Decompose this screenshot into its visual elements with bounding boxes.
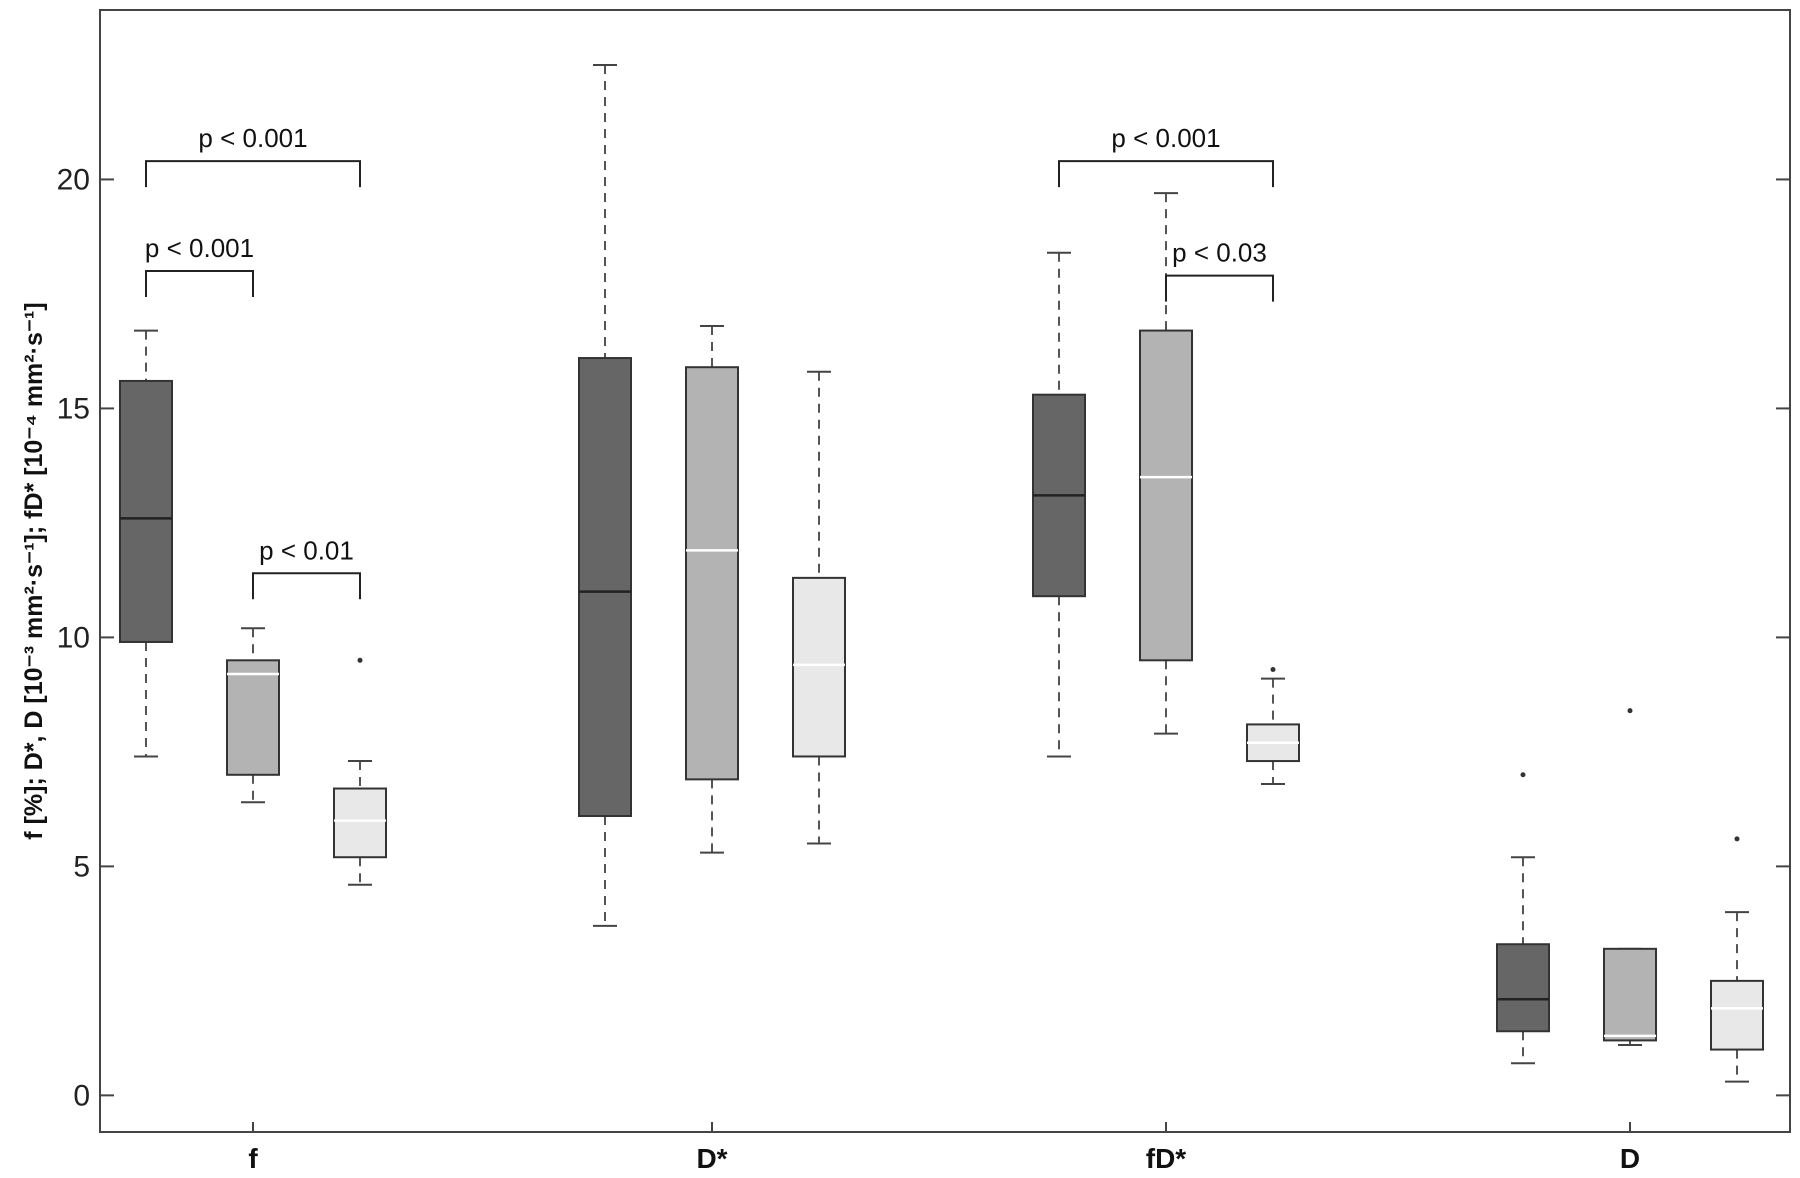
x-category-label: D xyxy=(1620,1143,1640,1174)
box-body xyxy=(1139,329,1193,662)
box-body xyxy=(1496,943,1550,1033)
p-value-label: p < 0.03 xyxy=(1172,238,1267,268)
box-D-2 xyxy=(1603,708,1657,1046)
bracket-line xyxy=(145,270,254,298)
plot-frame xyxy=(99,9,1791,1133)
bracket-line xyxy=(252,572,361,600)
box-body xyxy=(685,366,739,781)
x-category-label: fD* xyxy=(1146,1143,1187,1174)
significance-annotations: p < 0.001 p < 0.001 p < 0.01 p < 0.001 p < 0… xyxy=(145,123,1274,600)
outlier-point xyxy=(357,657,363,663)
x-axis: f D* fD* D xyxy=(248,1122,1640,1174)
box-body xyxy=(333,787,387,859)
significance-bracket: p < 0.03 xyxy=(1165,238,1274,302)
outlier-point xyxy=(1734,836,1740,842)
y-tick-label: 5 xyxy=(73,850,90,883)
significance-bracket: p < 0.001 xyxy=(1058,123,1274,188)
significance-bracket: p < 0.001 xyxy=(145,123,361,188)
box-D*-3 xyxy=(792,370,846,845)
box-body xyxy=(1710,979,1764,1051)
box-D-3 xyxy=(1710,836,1764,1083)
box-fD*-3 xyxy=(1246,666,1300,785)
significance-bracket: p < 0.001 xyxy=(145,233,254,298)
p-value-label: p < 0.01 xyxy=(259,535,354,565)
bracket-line xyxy=(145,160,361,188)
y-tick-label: 10 xyxy=(57,621,90,654)
box-D*-1 xyxy=(578,63,632,927)
box-body xyxy=(226,659,280,776)
y-axis: 0 5 10 15 20 xyxy=(57,163,1790,1112)
x-category-label: D* xyxy=(696,1143,727,1174)
box-f-1 xyxy=(119,329,173,758)
box-body xyxy=(792,576,846,758)
x-category-label: f xyxy=(248,1143,258,1174)
y-axis-label: f [%]; D*, D [10⁻³ mm²·s⁻¹]; fD* [10⁻⁴ m… xyxy=(20,302,48,839)
box-f-3 xyxy=(333,657,387,886)
box-D*-2 xyxy=(685,324,739,854)
bracket-line xyxy=(1165,274,1274,302)
outlier-point xyxy=(1520,772,1526,778)
bracket-line xyxy=(1058,160,1274,188)
p-value-label: p < 0.001 xyxy=(1111,123,1220,153)
box-fD*-2 xyxy=(1139,192,1193,735)
y-tick-label: 15 xyxy=(57,392,90,425)
box-f-2 xyxy=(226,627,280,804)
y-tick-label: 0 xyxy=(73,1079,90,1112)
box-D-1 xyxy=(1496,772,1550,1065)
box-body xyxy=(1603,947,1657,1042)
significance-bracket: p < 0.01 xyxy=(252,535,361,600)
p-value-label: p < 0.001 xyxy=(145,233,254,263)
box-body xyxy=(578,357,632,818)
box-series xyxy=(119,63,1764,1083)
y-tick-label: 20 xyxy=(57,163,90,196)
outlier-point xyxy=(1270,666,1276,672)
p-value-label: p < 0.001 xyxy=(198,123,307,153)
outlier-point xyxy=(1627,708,1633,714)
box-fD*-1 xyxy=(1032,251,1086,758)
box-body xyxy=(119,379,173,643)
